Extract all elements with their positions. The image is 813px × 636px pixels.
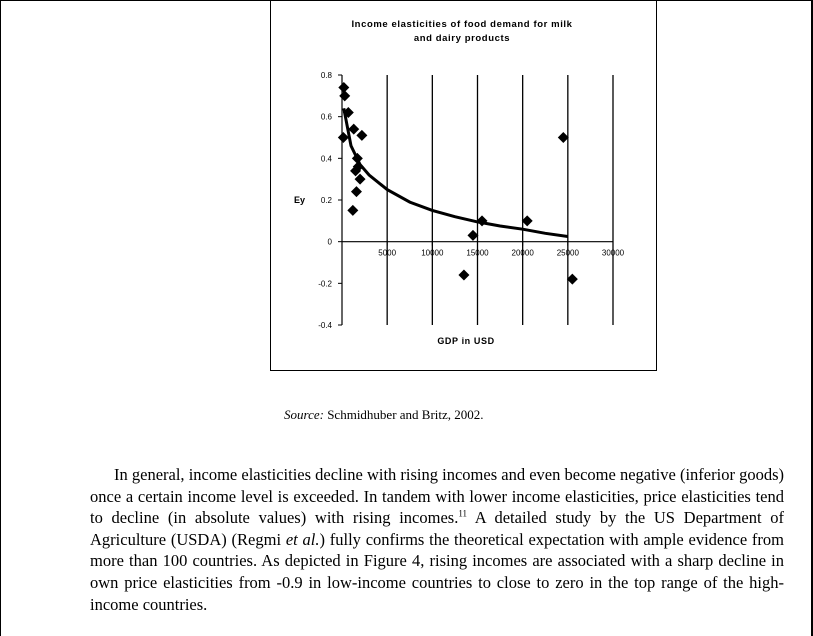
data-point-diamond	[338, 82, 350, 93]
x-tick-label: 20000	[512, 249, 535, 258]
x-tick-label: 5000	[378, 249, 396, 258]
data-point-diamond	[356, 129, 368, 141]
footnote-marker: 11	[458, 508, 467, 519]
data-point-diamond	[476, 215, 488, 227]
body-paragraph: In general, income elasticities decline …	[90, 464, 784, 615]
x-tick-label: 15000	[466, 249, 489, 258]
data-point-diamond	[521, 215, 533, 227]
y-tick-label: 0.8	[321, 71, 333, 80]
chart-title-line-1: Income elasticities of food demand for m…	[351, 19, 572, 30]
page-frame-top	[0, 0, 813, 1]
data-point-diamond	[350, 186, 362, 198]
x-tick-label: 25000	[557, 249, 580, 258]
y-tick-label: 0.6	[321, 113, 333, 122]
source-text: Schmidhuber and Britz, 2002.	[323, 407, 484, 422]
y-tick-label: -0.4	[318, 321, 332, 330]
data-point-diamond	[566, 273, 578, 285]
y-axis-label: Ey	[294, 195, 305, 205]
body-text-part-2: A detailed study by the US Department of…	[90, 508, 785, 549]
x-tick-label: 10000	[421, 249, 444, 258]
y-tick-label: -0.2	[318, 279, 332, 288]
y-tick-label: 0.2	[321, 196, 333, 205]
y-tick-label: 0	[328, 238, 333, 247]
source-label: Source:	[284, 407, 324, 422]
x-axis-label: GDP in USD	[437, 336, 494, 346]
body-text-part-1: In general, income elasticities decline …	[90, 465, 784, 528]
data-point-diamond	[354, 173, 366, 185]
data-point-diamond	[458, 269, 470, 281]
chart-title-line-2: and dairy products	[414, 33, 510, 44]
chart-frame: Income elasticities of food demand for m…	[270, 0, 657, 371]
y-tick-label: 0.4	[321, 154, 333, 163]
body-text-part-3: ) fully confirms the theoretical expecta…	[90, 529, 784, 614]
data-point-diamond	[347, 204, 359, 216]
page-frame-right	[811, 0, 813, 636]
data-point-diamond	[339, 90, 351, 102]
data-point-diamond	[348, 123, 360, 135]
data-point-diamond	[350, 165, 362, 177]
data-point-diamond	[342, 107, 354, 118]
trend-line	[342, 108, 569, 238]
x-tick-label: 30000	[602, 249, 625, 258]
data-point-diamond	[557, 132, 569, 143]
data-point-diamond	[467, 229, 479, 241]
data-point-diamond	[351, 152, 363, 164]
data-point-diamond	[337, 132, 349, 143]
page-frame-left	[0, 0, 1, 636]
elasticity-scatter-chart: Income elasticities of food demand for m…	[294, 19, 625, 346]
figure-source-note: Source: Schmidhuber and Britz, 2002.	[284, 407, 484, 423]
et-al-italic: et al.	[285, 529, 320, 549]
